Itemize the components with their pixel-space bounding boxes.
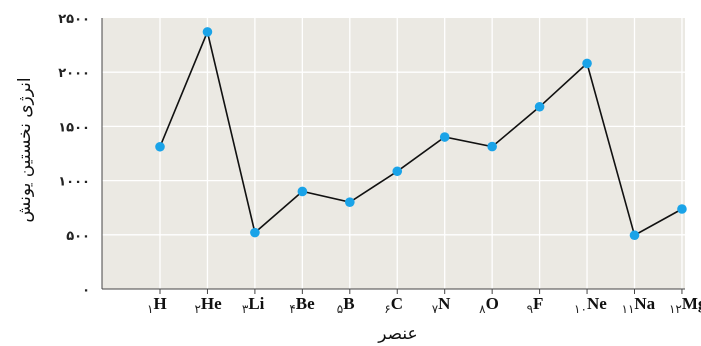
x-tick-number: ۱۱ (622, 302, 635, 316)
x-tick-label: ۱H (147, 294, 167, 316)
y-axis-label: انرژی نخستین یونش (15, 77, 35, 222)
x-tick-label: ۶C (384, 294, 403, 316)
data-point (487, 141, 497, 152)
x-tick-symbol: B (343, 294, 354, 313)
x-tick-label: ۹F (527, 294, 544, 316)
x-axis-label: عنصر (377, 324, 417, 344)
grid-lines (102, 18, 685, 289)
x-tick-number: ۷ (432, 302, 439, 316)
x-tick-number: ۵ (337, 302, 343, 316)
data-point (534, 101, 545, 112)
x-tick-label: ۸O (479, 294, 499, 316)
x-tick-label: ۲He (194, 294, 222, 316)
x-tick-label: ۳Li (242, 294, 265, 316)
x-tick-label: ۱۲Mg (669, 294, 701, 316)
x-tick-symbol: He (201, 294, 222, 313)
y-tick-label: ۲۵۰۰ (58, 12, 90, 27)
x-tick-symbol: O (486, 294, 499, 313)
x-tick-symbol: Be (296, 294, 315, 313)
x-tick-number: ۱ (147, 302, 153, 316)
x-tick-symbol: H (153, 294, 166, 313)
x-tick-number: ۱۰ (574, 302, 587, 316)
x-tick-symbol: Li (248, 294, 264, 313)
data-points (155, 27, 687, 241)
axes (101, 18, 685, 294)
data-point (439, 132, 450, 142)
data-point (202, 27, 213, 37)
x-tick-labels: ۱H۲He۳Li۴Be۵B۶C۷N۸O۹F۱۰Ne۱۱Na۱۲Mg (147, 294, 701, 316)
x-tick-label: ۱۰Ne (574, 294, 607, 316)
x-tick-label: ۵B (337, 294, 355, 316)
x-tick-symbol: Na (634, 294, 655, 313)
x-tick-label: ۴Be (289, 294, 315, 316)
x-tick-symbol: N (438, 294, 451, 313)
x-tick-symbol: Ne (587, 294, 607, 313)
data-point (155, 141, 165, 152)
data-point (250, 227, 260, 238)
y-tick-label: ۲۰۰۰ (58, 66, 90, 81)
x-tick-number: ۸ (479, 302, 486, 316)
data-point (297, 186, 308, 197)
x-tick-label: ۱۱Na (622, 294, 656, 316)
data-point (629, 230, 640, 241)
x-tick-number: ۴ (289, 302, 295, 316)
y-tick-label: ۰ (82, 283, 90, 298)
y-tick-labels: ۰ ۵۰۰ ۱۰۰۰ ۱۵۰۰ ۲۰۰۰ ۲۵۰۰ (58, 12, 90, 298)
x-tick-number: ۶ (384, 302, 390, 316)
y-tick-label: ۱۰۰۰ (58, 175, 90, 190)
x-tick-symbol: Mg (682, 294, 701, 313)
x-tick-label: ۷N (432, 294, 451, 316)
y-tick-label: ۱۵۰۰ (58, 120, 90, 135)
data-point (582, 58, 592, 69)
data-point (677, 204, 687, 214)
x-tick-number: ۹ (527, 302, 533, 316)
series-line (159, 29, 683, 237)
x-tick-number: ۲ (194, 302, 200, 316)
y-tick-label: ۵۰۰ (66, 229, 90, 244)
x-tick-number: ۳ (242, 302, 249, 316)
data-point (392, 166, 403, 177)
x-tick-number: ۱۲ (669, 302, 682, 316)
x-tick-symbol: C (391, 294, 403, 313)
plot-background (102, 18, 685, 289)
x-tick-symbol: F (533, 294, 543, 313)
data-point (345, 197, 355, 207)
